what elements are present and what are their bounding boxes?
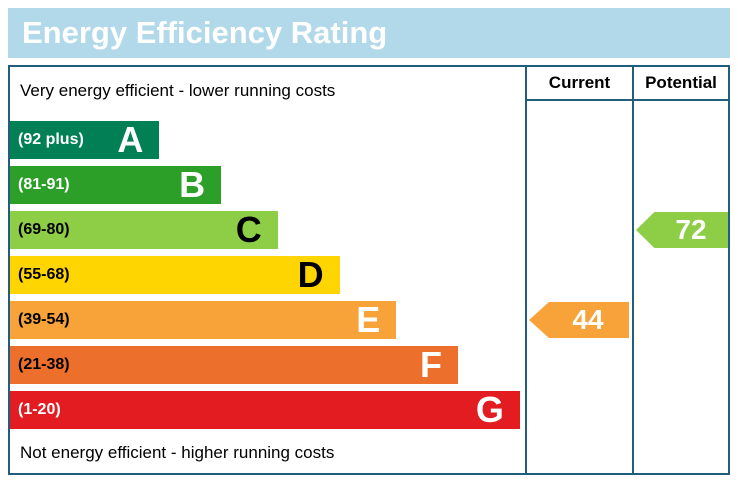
band-range: (39-54)	[18, 311, 70, 328]
band-letter: C	[235, 209, 262, 250]
rating-bands: (92 plus) A (81-91) B (69-80) C (55-68)	[10, 121, 525, 436]
band-row-g: (1-20) G	[10, 391, 525, 429]
current-column-header: Current	[548, 73, 611, 92]
band-range: (1-20)	[18, 401, 61, 418]
band-row-d: (55-68) D	[10, 256, 525, 294]
epc-chart-area: Current Potential Very energy efficient …	[8, 65, 730, 475]
band-letter: F	[420, 344, 443, 385]
band-range: (81-91)	[18, 176, 70, 193]
band-bar: (1-20) G	[10, 391, 520, 429]
band-range: (55-68)	[18, 266, 70, 283]
band-letter: E	[356, 299, 381, 340]
band-bar: (81-91) B	[10, 164, 222, 205]
page-title: Energy Efficiency Rating	[8, 8, 730, 58]
potential-column-header: Potential	[645, 73, 717, 92]
band-range: (92 plus)	[18, 131, 84, 148]
top-note: Very energy efficient - lower running co…	[20, 81, 336, 100]
band-letter: B	[179, 164, 206, 205]
potential-column-divider	[632, 67, 634, 473]
current-column-divider	[525, 67, 527, 473]
band-range: (69-80)	[18, 221, 70, 238]
current-rating-value: 44	[572, 304, 604, 335]
potential-rating-value: 72	[675, 214, 707, 245]
current-rating-arrow: 44	[529, 302, 629, 338]
band-bar: (92 plus) A	[10, 119, 160, 160]
band-bar: (21-38) F	[10, 344, 459, 385]
band-bar: (39-54) E	[10, 299, 397, 340]
band-bar: (55-68) D	[10, 256, 340, 294]
band-row-a: (92 plus) A	[10, 121, 525, 159]
band-row-b: (81-91) B	[10, 166, 525, 204]
band-letter: A	[117, 119, 144, 160]
band-letter: G	[475, 389, 504, 430]
bottom-note: Not energy efficient - higher running co…	[20, 443, 335, 462]
band-letter: D	[297, 254, 324, 295]
potential-rating-arrow: 72	[636, 212, 728, 248]
column-header-underline	[525, 99, 728, 101]
band-bar: (69-80) C	[10, 211, 278, 249]
band-range: (21-38)	[18, 356, 70, 373]
band-row-f: (21-38) F	[10, 346, 525, 384]
band-row-c: (69-80) C	[10, 211, 525, 249]
band-row-e: (39-54) E	[10, 301, 525, 339]
